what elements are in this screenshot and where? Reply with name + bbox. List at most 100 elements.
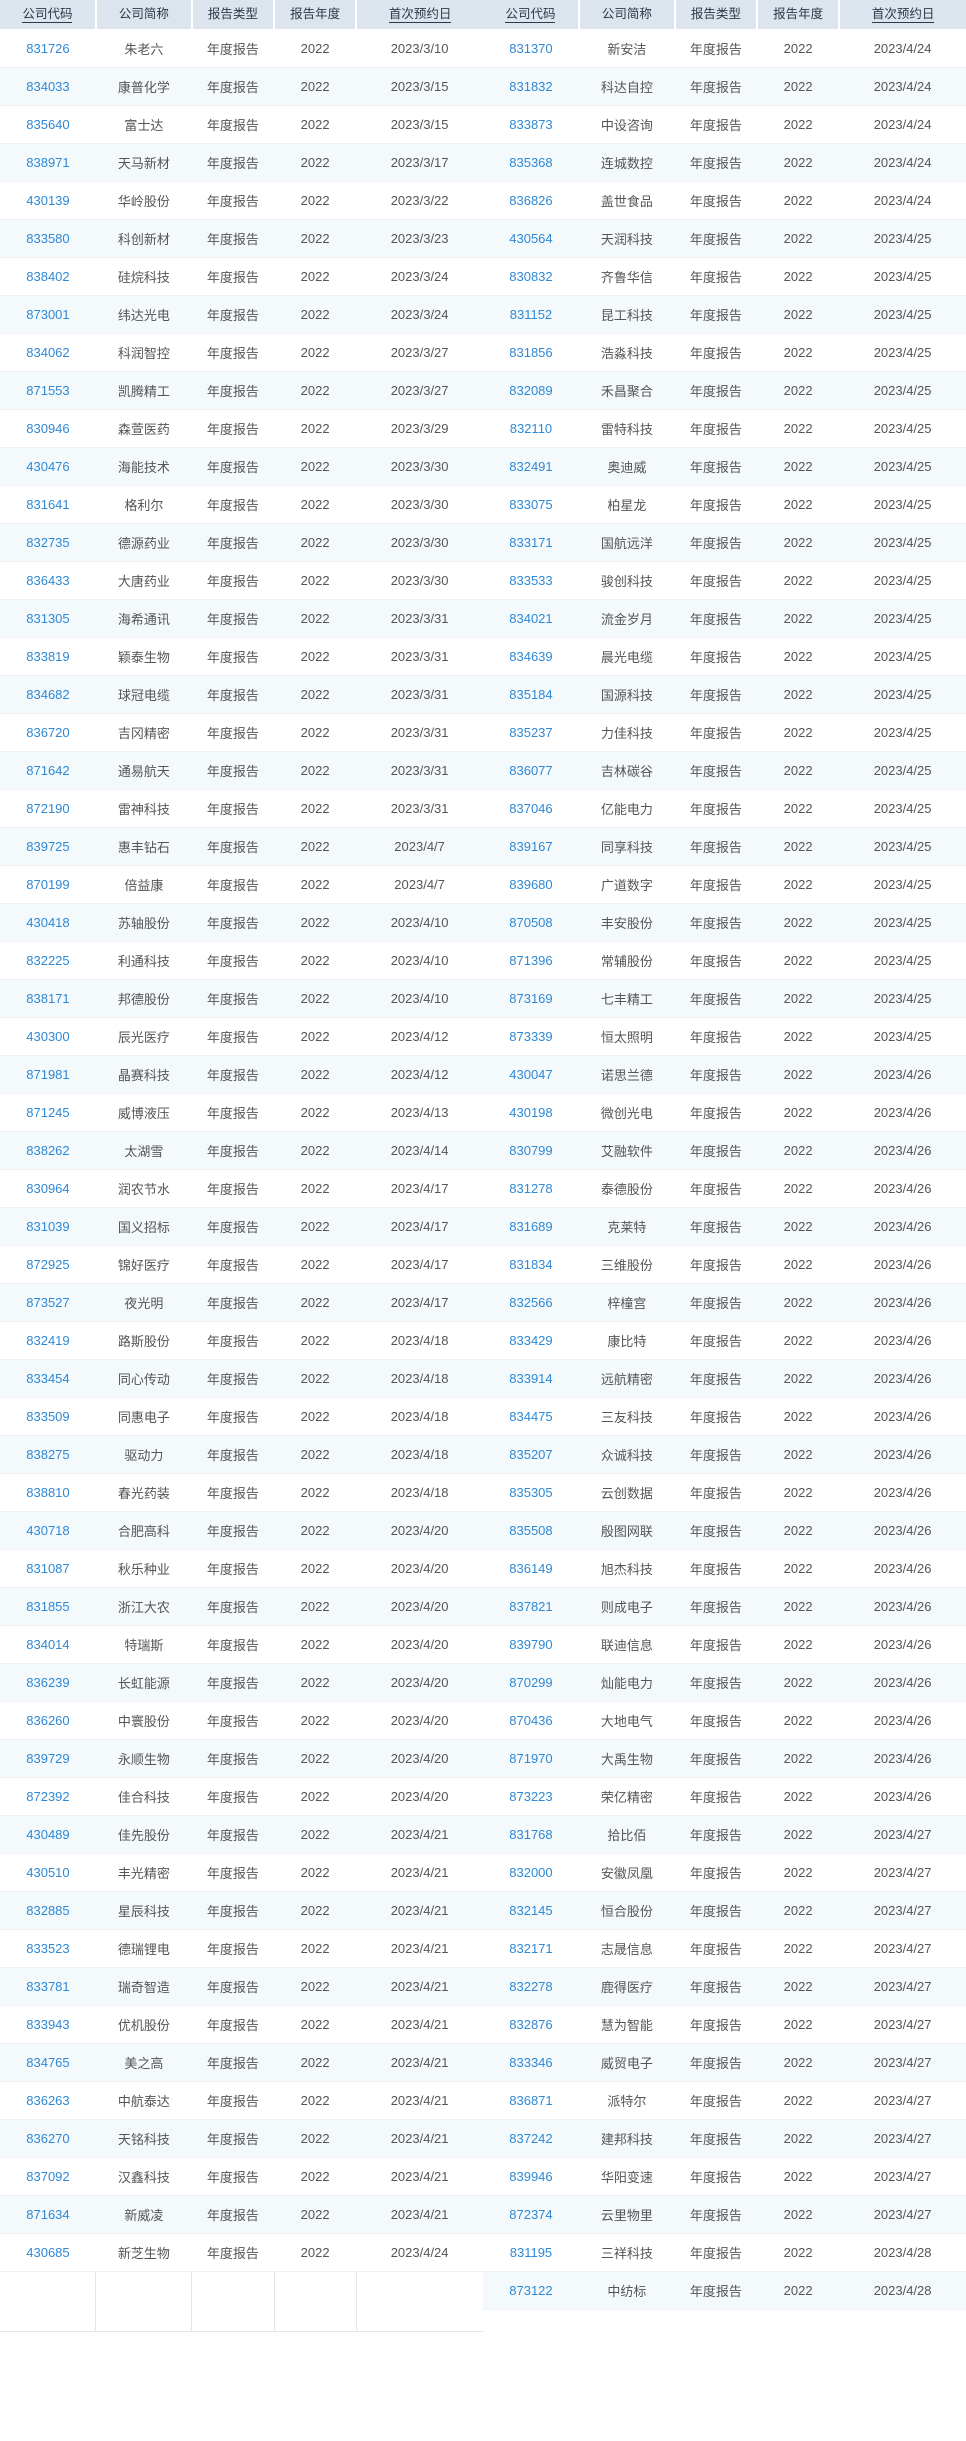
cell-company-code[interactable]: 872374 [483, 2195, 579, 2234]
cell-company-code[interactable]: 872392 [0, 1777, 96, 1816]
cell-company-code[interactable]: 836077 [483, 751, 579, 790]
cell-company-code[interactable]: 831689 [483, 1207, 579, 1246]
cell-company-code[interactable]: 873169 [483, 979, 579, 1018]
cell-company-code[interactable]: 430418 [0, 903, 96, 942]
cell-company-code[interactable]: 834475 [483, 1397, 579, 1436]
cell-company-code[interactable]: 833346 [483, 2043, 579, 2082]
cell-company-code[interactable]: 830946 [0, 409, 96, 448]
cell-company-code[interactable]: 835640 [0, 105, 96, 144]
cell-company-code[interactable]: 832491 [483, 447, 579, 486]
cell-company-code[interactable]: 831856 [483, 333, 579, 372]
cell-company-code[interactable]: 831370 [483, 29, 579, 68]
cell-company-code[interactable]: 871396 [483, 941, 579, 980]
cell-company-code[interactable]: 836433 [0, 561, 96, 600]
cell-company-code[interactable]: 831832 [483, 67, 579, 106]
cell-company-code[interactable]: 836720 [0, 713, 96, 752]
cell-company-code[interactable]: 871981 [0, 1055, 96, 1094]
cell-company-code[interactable]: 833781 [0, 1967, 96, 2006]
cell-company-code[interactable]: 430047 [483, 1055, 579, 1094]
cell-company-code[interactable]: 833075 [483, 485, 579, 524]
cell-company-code[interactable]: 836149 [483, 1549, 579, 1588]
cell-company-code[interactable]: 831278 [483, 1169, 579, 1208]
column-header-first-scheduled-date[interactable]: 首次预约日 [356, 0, 483, 30]
cell-company-code[interactable]: 871642 [0, 751, 96, 790]
cell-company-code[interactable]: 833523 [0, 1929, 96, 1968]
cell-company-code[interactable]: 873527 [0, 1283, 96, 1322]
cell-company-code[interactable]: 836826 [483, 181, 579, 220]
cell-company-code[interactable]: 832000 [483, 1853, 579, 1892]
cell-company-code[interactable]: 831834 [483, 1245, 579, 1284]
cell-company-code[interactable]: 833509 [0, 1397, 96, 1436]
cell-company-code[interactable]: 833171 [483, 523, 579, 562]
cell-company-code[interactable]: 833819 [0, 637, 96, 676]
cell-company-code[interactable]: 430718 [0, 1511, 96, 1550]
cell-company-code[interactable]: 830832 [483, 257, 579, 296]
column-header-report-type[interactable]: 报告类型 [191, 0, 276, 30]
cell-company-code[interactable]: 836270 [0, 2119, 96, 2158]
cell-company-code[interactable]: 833873 [483, 105, 579, 144]
cell-company-code[interactable]: 831768 [483, 1815, 579, 1854]
cell-company-code[interactable]: 833943 [0, 2005, 96, 2044]
cell-company-code[interactable]: 430685 [0, 2233, 96, 2272]
column-header-company-code[interactable]: 公司代码 [0, 0, 97, 30]
cell-company-code[interactable]: 832735 [0, 523, 96, 562]
cell-company-code[interactable]: 870508 [483, 903, 579, 942]
cell-company-code[interactable]: 839729 [0, 1739, 96, 1778]
cell-company-code[interactable]: 832110 [483, 409, 579, 448]
cell-company-code[interactable]: 832876 [483, 2005, 579, 2044]
cell-company-code[interactable]: 838171 [0, 979, 96, 1018]
cell-company-code[interactable]: 837242 [483, 2119, 579, 2158]
cell-company-code[interactable]: 838262 [0, 1131, 96, 1170]
cell-company-code[interactable]: 871245 [0, 1093, 96, 1132]
cell-company-code[interactable]: 837821 [483, 1587, 579, 1626]
cell-company-code[interactable]: 835508 [483, 1511, 579, 1550]
cell-company-code[interactable]: 838402 [0, 257, 96, 296]
cell-company-code[interactable]: 830799 [483, 1131, 579, 1170]
cell-company-code[interactable]: 835184 [483, 675, 579, 714]
cell-company-code[interactable]: 833454 [0, 1359, 96, 1398]
cell-company-code[interactable]: 871553 [0, 371, 96, 410]
cell-company-code[interactable]: 430476 [0, 447, 96, 486]
cell-company-code[interactable]: 839725 [0, 827, 96, 866]
cell-company-code[interactable]: 835305 [483, 1473, 579, 1512]
cell-company-code[interactable]: 430510 [0, 1853, 96, 1892]
cell-company-code[interactable]: 871970 [483, 1739, 579, 1778]
cell-company-code[interactable]: 838971 [0, 143, 96, 182]
cell-company-code[interactable]: 839167 [483, 827, 579, 866]
cell-company-code[interactable]: 833580 [0, 219, 96, 258]
column-header-company-name[interactable]: 公司简称 [578, 0, 676, 30]
cell-company-code[interactable]: 831641 [0, 485, 96, 524]
cell-company-code[interactable]: 871634 [0, 2195, 96, 2234]
cell-company-code[interactable]: 831039 [0, 1207, 96, 1246]
cell-company-code[interactable]: 839790 [483, 1625, 579, 1664]
column-header-report-year[interactable]: 报告年度 [274, 0, 358, 30]
cell-company-code[interactable]: 834033 [0, 67, 96, 106]
cell-company-code[interactable]: 839946 [483, 2157, 579, 2196]
cell-company-code[interactable]: 870436 [483, 1701, 579, 1740]
cell-company-code[interactable]: 836263 [0, 2081, 96, 2120]
cell-company-code[interactable]: 837092 [0, 2157, 96, 2196]
cell-company-code[interactable]: 833533 [483, 561, 579, 600]
cell-company-code[interactable]: 832885 [0, 1891, 96, 1930]
cell-company-code[interactable]: 873339 [483, 1017, 579, 1056]
cell-company-code[interactable]: 831855 [0, 1587, 96, 1626]
cell-company-code[interactable]: 873001 [0, 295, 96, 334]
cell-company-code[interactable]: 872925 [0, 1245, 96, 1284]
cell-company-code[interactable]: 834062 [0, 333, 96, 372]
cell-company-code[interactable]: 832566 [483, 1283, 579, 1322]
cell-company-code[interactable]: 837046 [483, 789, 579, 828]
cell-company-code[interactable]: 834765 [0, 2043, 96, 2082]
cell-company-code[interactable]: 831726 [0, 29, 96, 68]
cell-company-code[interactable]: 430300 [0, 1017, 96, 1056]
cell-company-code[interactable]: 832278 [483, 1967, 579, 2006]
cell-company-code[interactable]: 832419 [0, 1321, 96, 1360]
cell-company-code[interactable]: 834639 [483, 637, 579, 676]
cell-company-code[interactable]: 832171 [483, 1929, 579, 1968]
cell-company-code[interactable]: 830964 [0, 1169, 96, 1208]
cell-company-code[interactable]: 836260 [0, 1701, 96, 1740]
cell-company-code[interactable]: 835368 [483, 143, 579, 182]
cell-company-code[interactable]: 833914 [483, 1359, 579, 1398]
cell-company-code[interactable]: 838275 [0, 1435, 96, 1474]
cell-company-code[interactable]: 838810 [0, 1473, 96, 1512]
cell-company-code[interactable]: 831087 [0, 1549, 96, 1588]
